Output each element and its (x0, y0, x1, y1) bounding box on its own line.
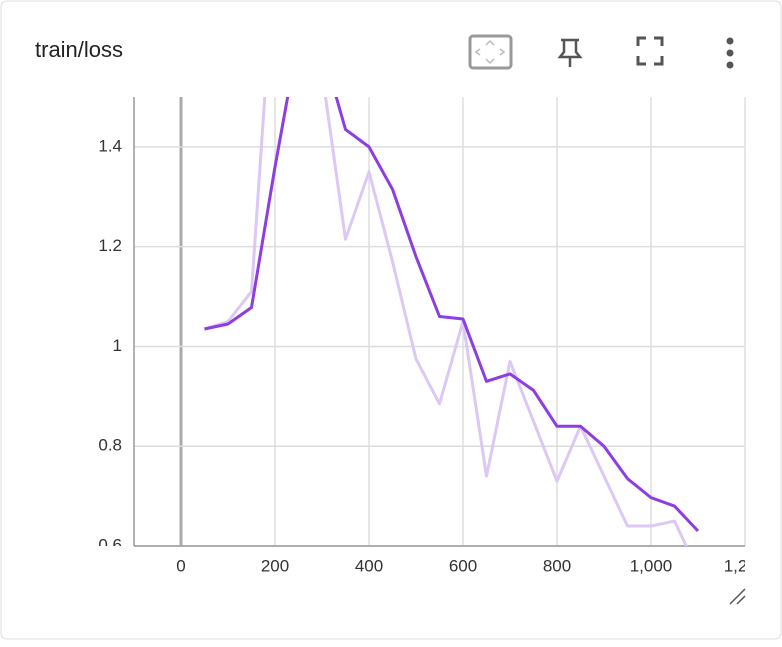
series-line (204, 97, 688, 546)
x-tick-labels: 0 200 400 600 800 1,000 1,200 (176, 556, 767, 575)
x-tick-label: 1,000 (630, 556, 673, 575)
x-tick-label: 0 (176, 556, 185, 575)
menu-button[interactable] (726, 37, 734, 69)
x-tick-label: 1,200 (724, 556, 767, 575)
y-tick-label: 1 (113, 336, 122, 355)
resize-handle[interactable] (729, 588, 746, 605)
fit-button[interactable] (468, 34, 513, 70)
y-tick-label: 0.6 (98, 535, 122, 554)
y-tick-label: 0.8 (98, 436, 122, 455)
x-tick-label: 600 (449, 556, 477, 575)
chart-title: train/loss (35, 37, 123, 62)
x-tick-label: 400 (355, 556, 383, 575)
y-tick-label: 1.4 (98, 136, 122, 155)
x-tick-label: 800 (543, 556, 571, 575)
x-tick-label: 200 (261, 556, 289, 575)
fullscreen-button[interactable] (636, 36, 664, 66)
series-line (204, 97, 700, 533)
pin-button[interactable] (557, 38, 583, 67)
y-tick-label: 1.2 (98, 236, 122, 255)
y-tick-labels: 0.6 0.8 1 1.2 1.4 (98, 136, 122, 554)
